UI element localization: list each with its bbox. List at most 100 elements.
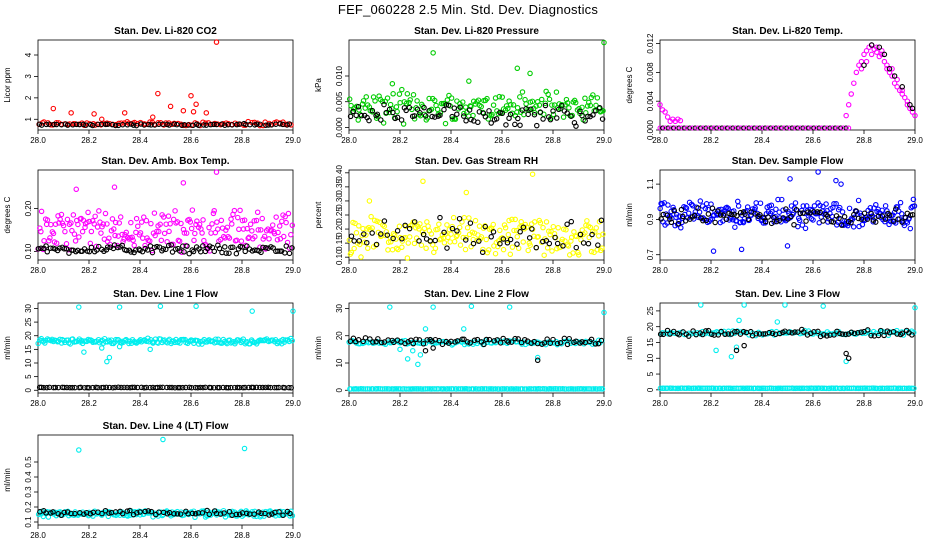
y-tick-label: 0: [646, 387, 655, 392]
data-point: [889, 73, 895, 79]
data-point: [123, 247, 130, 254]
y-tick-label: 4: [24, 52, 33, 57]
data-point: [660, 125, 666, 131]
data-point: [673, 125, 679, 131]
data-point: [55, 511, 61, 517]
data-point: [451, 105, 458, 111]
data-point: [600, 108, 606, 114]
data-point: [895, 216, 901, 222]
data-point: [179, 122, 185, 128]
data-point: [778, 196, 785, 203]
data-point: [131, 384, 138, 391]
data-point: [488, 112, 494, 119]
data-point: [430, 345, 436, 351]
data-point: [735, 125, 741, 131]
data-point: [420, 178, 426, 185]
data-point: [508, 339, 515, 345]
data-point: [814, 209, 821, 215]
data-point: [586, 234, 592, 241]
data-point: [199, 510, 206, 516]
data-point: [432, 386, 438, 392]
y-tick-label: 0.000: [335, 117, 344, 138]
data-point: [845, 355, 852, 362]
y-tick-label: 0.20: [24, 200, 33, 216]
data-point: [795, 329, 801, 335]
data-point: [348, 233, 355, 239]
data-point: [92, 213, 98, 220]
data-point: [239, 217, 246, 224]
data-point: [799, 222, 806, 228]
data-point: [907, 105, 913, 112]
data-point: [562, 238, 568, 244]
data-point: [882, 216, 889, 222]
data-point: [572, 386, 579, 392]
data-point: [909, 332, 915, 338]
data-point: [424, 219, 430, 225]
data-point: [858, 329, 864, 335]
data-point: [147, 384, 153, 391]
data-point: [177, 384, 183, 391]
data-point: [251, 218, 257, 224]
x-tick-label: 28.6: [183, 266, 199, 275]
data-point: [720, 212, 727, 218]
data-point: [773, 218, 780, 225]
data-point: [592, 107, 599, 114]
data-point: [237, 207, 243, 214]
data-point: [792, 200, 799, 206]
data-point: [682, 218, 689, 224]
data-point: [109, 121, 116, 128]
data-point: [249, 308, 255, 314]
data-point: [215, 226, 221, 232]
data-point: [157, 303, 164, 310]
data-point: [494, 337, 500, 343]
data-point: [855, 215, 862, 222]
data-point: [719, 125, 725, 131]
data-point: [422, 326, 429, 332]
data-point: [364, 239, 370, 246]
data-point: [483, 386, 489, 392]
data-point: [568, 113, 574, 119]
data-point: [451, 238, 458, 245]
data-point: [61, 246, 68, 252]
chart-panel: Stan. Dev. Gas Stream RH 28.0 28.2 28.4 28.6…: [314, 156, 612, 275]
data-point: [771, 214, 777, 221]
data-point: [351, 245, 357, 252]
data-point: [554, 115, 560, 121]
chart-title: Stan. Dev. Line 3 Flow: [735, 289, 840, 300]
data-point: [828, 385, 835, 391]
x-tick-label: 29.0: [907, 136, 923, 145]
data-point: [664, 212, 671, 219]
data-point: [540, 238, 546, 245]
data-point: [757, 125, 763, 131]
data-point: [62, 228, 68, 235]
x-tick-label: 28.4: [132, 399, 148, 408]
data-point: [601, 39, 607, 46]
data-point: [363, 94, 370, 100]
data-point: [868, 210, 874, 217]
data-point: [481, 341, 487, 348]
data-point: [757, 200, 764, 206]
data-point: [732, 328, 738, 335]
data-point: [518, 339, 525, 346]
data-point: [761, 385, 767, 392]
data-point: [76, 121, 83, 128]
data-point: [441, 106, 447, 113]
data-point: [366, 104, 373, 110]
data-point: [830, 385, 837, 391]
data-point: [160, 436, 166, 443]
data-point: [383, 386, 389, 392]
data-point: [156, 228, 162, 235]
x-tick-label: 28.0: [30, 266, 46, 275]
data-point: [534, 122, 540, 129]
data-point: [353, 230, 360, 236]
data-point: [112, 232, 118, 239]
data-point: [236, 384, 243, 391]
plot-frame: [37, 169, 294, 261]
data-point: [236, 226, 242, 233]
y-tick-label: 0.20: [335, 221, 344, 237]
data-point: [57, 216, 63, 223]
y-axis-label: ml/min: [625, 203, 634, 227]
data-point: [128, 219, 134, 226]
data-point: [792, 329, 798, 335]
data-point: [590, 92, 596, 98]
